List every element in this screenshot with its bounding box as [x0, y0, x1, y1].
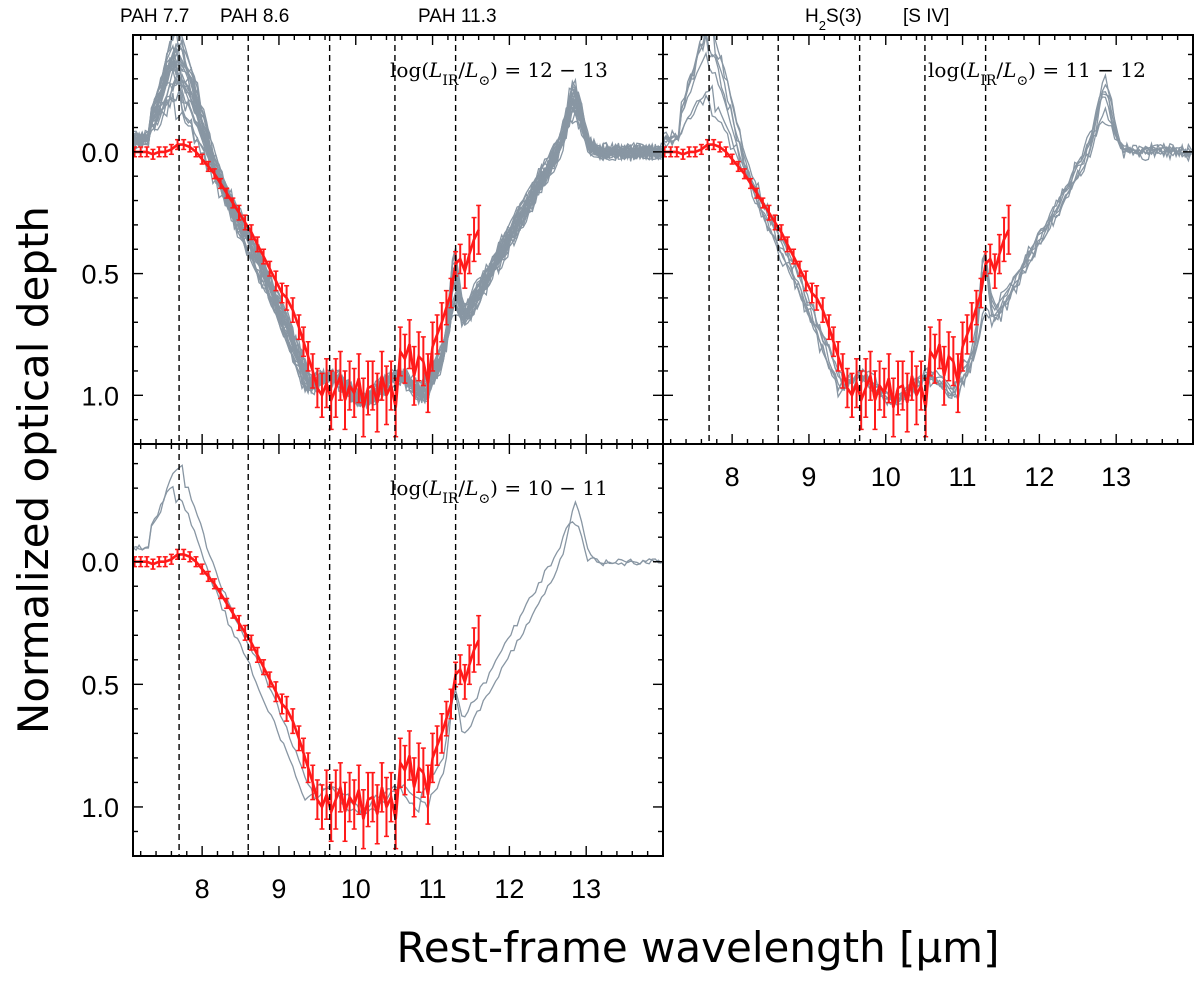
gray-curve [133, 45, 662, 407]
panel-p11 [662, 34, 1194, 445]
red-template-line [134, 143, 480, 408]
x-tick-label: 8 [725, 462, 740, 492]
gray-curve [133, 43, 662, 404]
gray-curve [133, 35, 663, 402]
gray-curve [663, 84, 1193, 403]
panel-label-12-13-l: L [428, 58, 442, 82]
gray-curve [663, 35, 1193, 403]
y-tick-label: 1.0 [81, 381, 119, 411]
pah77-label: PAH 7.7 [120, 6, 189, 27]
gray-curve [133, 69, 663, 408]
y-tick-label: 0.5 [81, 670, 119, 700]
pah86-label: PAH 8.6 [220, 6, 289, 27]
y-tick-label: 0.0 [81, 548, 119, 578]
x-tick-label: 10 [341, 874, 371, 904]
x-tick-label: 8 [195, 874, 210, 904]
plot-area-p12 [133, 35, 663, 438]
s4-label: [S IV] [903, 6, 949, 27]
panel-label-12-13: log(LIR/L⊙) = 12 − 13 [390, 58, 608, 89]
panel-frame [132, 443, 664, 857]
gray-curve [133, 35, 662, 408]
panel-label-10-11-l2: L [464, 476, 478, 500]
panel-label-11-12-l2: L [1002, 58, 1016, 82]
panel-label-11-12-range: ) = 11 − 12 [1028, 58, 1146, 82]
x-tick-labels: 8 9 10 11 12 13 8 9 10 11 12 13 [195, 462, 1132, 904]
gray-curve [133, 35, 663, 408]
gray-curve [133, 47, 663, 407]
y-tick-label: 1.0 [81, 793, 119, 823]
x-tick-label: 11 [949, 462, 977, 492]
gray-curve [133, 485, 662, 814]
panel-label-10-11-mid: / [458, 476, 465, 500]
panels [132, 34, 1194, 857]
panel-label-10-11-pre: log( [390, 476, 429, 500]
x-tick-label: 9 [801, 462, 816, 492]
x-tick-label: 11 [419, 874, 447, 904]
panel-label-11-12-pre: log( [928, 58, 967, 82]
panel-label-12-13-range: ) = 12 − 13 [490, 58, 608, 82]
x-tick-label: 13 [571, 874, 601, 904]
x-tick-label: 12 [1024, 462, 1054, 492]
red-template-line [664, 143, 1010, 408]
gray-curve [133, 92, 663, 408]
h2s3-label-pre: H [805, 6, 819, 27]
gray-curve [133, 464, 662, 815]
panel-label-12-13-ir: IR [442, 73, 459, 89]
panel-label-12-13-mid: / [458, 58, 465, 82]
panel-p10 [132, 443, 664, 857]
y-tick-label: 0.5 [81, 260, 119, 290]
gray-curve [133, 47, 663, 402]
panel-label-11-12-sun: ⊙ [1016, 73, 1028, 89]
panel-label-11-12: log(LIR/L⊙) = 11 − 12 [928, 58, 1146, 89]
h2s3-label-post: S(3) [826, 6, 862, 27]
panel-label-12-13-pre: log( [390, 58, 429, 82]
y-tick-label: 0.0 [81, 138, 119, 168]
gray-curve [133, 43, 662, 406]
panel-p12 [132, 34, 664, 445]
panel-label-10-11-sun: ⊙ [478, 491, 490, 507]
red-template-line [134, 553, 480, 820]
gray-curve [133, 90, 663, 406]
panel-label-11-12-l: L [966, 58, 980, 82]
x-axis-title: Rest-frame wavelength [μm] [397, 923, 1000, 972]
panel-label-10-11-l: L [428, 476, 442, 500]
pah113-label: PAH 11.3 [418, 6, 497, 27]
h2s3-label: H2S(3) [805, 6, 862, 33]
panel-label-12-13-sun: ⊙ [478, 73, 490, 89]
panel-label-10-11: log(LIR/L⊙) = 10 − 11 [390, 476, 608, 507]
panel-label-11-12-ir: IR [980, 73, 997, 89]
x-tick-label: 12 [494, 874, 524, 904]
x-tick-label: 13 [1101, 462, 1131, 492]
panel-label-12-13-l2: L [464, 58, 478, 82]
panel-label-10-11-range: ) = 10 − 11 [490, 476, 608, 500]
y-axis-title: Normalized optical depth [9, 206, 58, 734]
gray-curve [133, 90, 663, 407]
plot-area-p10 [133, 464, 662, 850]
gray-curve [133, 38, 663, 405]
panel-frame [662, 34, 1194, 445]
h2s3-label-sub: 2 [819, 18, 826, 33]
panel-label-10-11-ir: IR [442, 491, 459, 507]
gray-curve [133, 46, 663, 403]
plot-area-p11 [663, 35, 1193, 438]
panel-label-11-12-mid: / [996, 58, 1003, 82]
x-tick-label: 9 [271, 874, 286, 904]
gray-curve [663, 35, 1193, 407]
x-tick-label: 10 [871, 462, 901, 492]
y-tick-labels: 0.0 0.5 1.0 0.0 0.5 1.0 [81, 138, 119, 823]
